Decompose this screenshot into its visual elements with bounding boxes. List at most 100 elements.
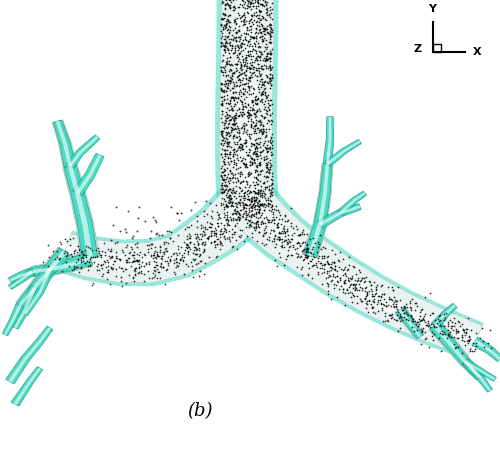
Point bbox=[368, 282, 376, 289]
Point bbox=[237, 145, 245, 152]
Point bbox=[268, 100, 276, 107]
Point bbox=[302, 253, 310, 260]
Point bbox=[270, 238, 278, 245]
Point bbox=[228, 78, 236, 85]
Point bbox=[266, 190, 274, 197]
Point bbox=[132, 264, 140, 272]
Point bbox=[216, 219, 224, 226]
Point bbox=[224, 221, 232, 228]
Point bbox=[426, 311, 434, 318]
Point bbox=[270, 216, 278, 223]
Point bbox=[380, 302, 388, 309]
Point bbox=[420, 314, 428, 321]
Point bbox=[230, 138, 237, 145]
Point bbox=[479, 337, 487, 344]
Point bbox=[260, 31, 268, 38]
Point bbox=[250, 58, 258, 66]
Point bbox=[231, 199, 239, 207]
Point bbox=[94, 248, 102, 255]
Point bbox=[370, 295, 378, 302]
Point bbox=[241, 136, 249, 144]
Point bbox=[246, 33, 254, 40]
Point bbox=[262, 155, 270, 163]
Point bbox=[342, 301, 349, 308]
Point bbox=[314, 270, 322, 277]
Point bbox=[227, 115, 235, 122]
Point bbox=[222, 185, 230, 193]
Point bbox=[150, 257, 158, 264]
Point bbox=[262, 173, 270, 180]
Point bbox=[260, 227, 268, 234]
Point bbox=[262, 22, 270, 30]
Point bbox=[236, 44, 244, 52]
Point bbox=[152, 230, 160, 237]
Polygon shape bbox=[56, 121, 72, 167]
Point bbox=[254, 57, 262, 64]
Point bbox=[228, 75, 235, 83]
Point bbox=[268, 9, 276, 17]
Point bbox=[268, 169, 276, 176]
Point bbox=[262, 53, 270, 60]
Point bbox=[276, 229, 283, 237]
Point bbox=[241, 36, 249, 43]
Point bbox=[220, 158, 228, 165]
Point bbox=[225, 160, 233, 167]
Point bbox=[336, 274, 344, 282]
Point bbox=[302, 251, 310, 258]
Point bbox=[40, 259, 48, 266]
Point bbox=[298, 247, 306, 255]
Point bbox=[220, 0, 228, 7]
Point bbox=[224, 76, 232, 83]
Point bbox=[286, 242, 294, 249]
Point bbox=[234, 209, 242, 216]
Point bbox=[110, 221, 118, 228]
Point bbox=[184, 243, 192, 251]
Point bbox=[97, 261, 105, 269]
Point bbox=[274, 233, 282, 240]
Point bbox=[258, 200, 266, 207]
Point bbox=[169, 237, 177, 244]
Point bbox=[238, 101, 246, 108]
Point bbox=[224, 45, 232, 53]
Point bbox=[45, 254, 53, 261]
Point bbox=[230, 184, 237, 191]
Point bbox=[231, 209, 239, 216]
Point bbox=[344, 289, 351, 296]
Point bbox=[236, 75, 244, 83]
Point bbox=[251, 168, 259, 175]
Point bbox=[228, 44, 236, 52]
Point bbox=[250, 196, 258, 203]
Point bbox=[316, 232, 324, 239]
Point bbox=[395, 314, 403, 321]
Point bbox=[252, 119, 260, 127]
Point bbox=[228, 93, 236, 101]
Point bbox=[106, 255, 114, 262]
Point bbox=[450, 333, 458, 340]
Point bbox=[125, 271, 133, 278]
Point bbox=[163, 257, 171, 264]
Point bbox=[303, 247, 311, 255]
Point bbox=[256, 158, 264, 165]
Point bbox=[248, 85, 256, 92]
Point bbox=[158, 255, 166, 262]
Point bbox=[240, 70, 248, 77]
Point bbox=[244, 0, 252, 5]
Point bbox=[132, 250, 140, 257]
Point bbox=[260, 24, 268, 31]
Point bbox=[235, 38, 243, 45]
Point bbox=[263, 108, 271, 115]
Point bbox=[349, 285, 357, 292]
Point bbox=[265, 166, 273, 173]
Point bbox=[188, 263, 196, 270]
Point bbox=[238, 0, 246, 3]
Point bbox=[254, 60, 262, 67]
Point bbox=[152, 259, 160, 266]
Point bbox=[266, 61, 274, 68]
Point bbox=[228, 189, 236, 196]
Point bbox=[444, 330, 452, 337]
Point bbox=[233, 152, 241, 159]
Point bbox=[220, 93, 228, 100]
Point bbox=[465, 334, 473, 341]
Point bbox=[232, 165, 239, 172]
Point bbox=[259, 36, 267, 44]
